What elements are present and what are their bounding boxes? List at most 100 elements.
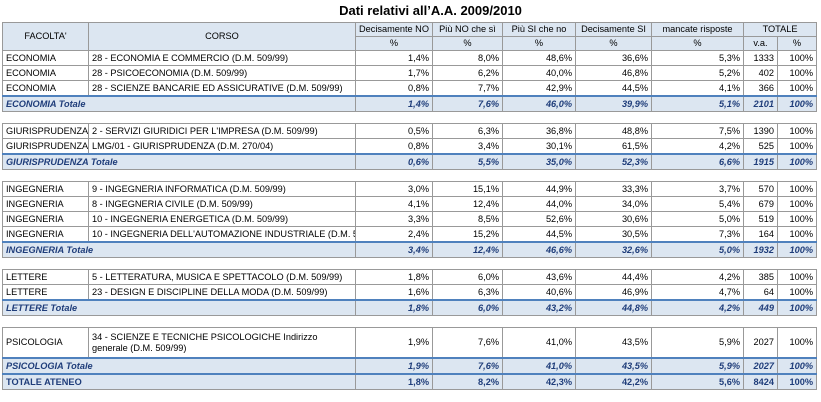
data-row: LETTERE 23 - DESIGN E DISCIPLINE DELLA MO… xyxy=(2,284,818,301)
total-value: 5,1% xyxy=(651,95,744,112)
course-cell: 2 - SERVIZI GIURIDICI PER L'IMPRESA (D.M… xyxy=(88,123,356,139)
data-row: ECONOMIA 28 - PSICOECONOMIA (D.M. 509/99)… xyxy=(2,65,818,81)
value-cell: 100% xyxy=(776,211,818,227)
total-value: 46,0% xyxy=(502,95,576,112)
header-cell: % xyxy=(502,36,576,51)
value-cell: 1,4% xyxy=(355,50,433,66)
header-cell: CORSO xyxy=(88,22,356,51)
value-cell: 100% xyxy=(776,123,818,139)
faculty-cell: GIURISPRUDENZA xyxy=(2,138,89,155)
value-cell: 30,5% xyxy=(575,226,652,243)
value-cell: 44,0% xyxy=(502,196,576,212)
total-value: 100% xyxy=(776,241,818,258)
value-cell: 3,4% xyxy=(432,138,503,155)
data-row: INGEGNERIA 10 - INGEGNERIA DELL'AUTOMAZIO… xyxy=(2,226,818,243)
value-cell: 100% xyxy=(776,181,818,197)
value-cell: 100% xyxy=(776,327,818,359)
value-cell: 4,2% xyxy=(651,138,744,155)
value-cell: 7,6% xyxy=(432,327,503,359)
total-value: 4,2% xyxy=(651,299,744,316)
value-cell: 46,8% xyxy=(575,65,652,81)
course-cell: 9 - INGEGNERIA INFORMATICA (D.M. 509/99) xyxy=(88,181,356,197)
value-cell: 15,2% xyxy=(432,226,503,243)
value-cell: 43,5% xyxy=(575,327,652,359)
header-cell: % xyxy=(355,36,433,51)
total-value: 1,4% xyxy=(355,95,433,112)
data-row: INGEGNERIA 8 - INGEGNERIA CIVILE (D.M. 50… xyxy=(2,196,818,212)
value-cell: 100% xyxy=(776,65,818,81)
value-cell: 0,8% xyxy=(355,138,433,155)
value-cell: 3,0% xyxy=(355,181,433,197)
course-cell: 34 - SCIENZE E TECNICHE PSICOLOGICHE Ind… xyxy=(88,327,356,359)
faculty-cell: ECONOMIA xyxy=(2,80,89,97)
grand-total-label: TOTALE ATENEO xyxy=(2,373,356,390)
total-value: 1,9% xyxy=(355,357,433,375)
total-value: 35,0% xyxy=(502,153,576,170)
value-cell: 1,8% xyxy=(355,269,433,285)
value-cell: 100% xyxy=(776,80,818,97)
value-cell: 36,6% xyxy=(575,50,652,66)
value-cell: 7,5% xyxy=(651,123,744,139)
total-row: LETTERE Totale 1,8% 6,0% 43,2% 44,8% 4,2% 449 1… xyxy=(2,299,818,316)
value-cell: 4,7% xyxy=(651,284,744,301)
value-cell: 1,7% xyxy=(355,65,433,81)
spacer-row xyxy=(2,111,817,124)
value-cell: 12,4% xyxy=(432,196,503,212)
value-cell: 1390 xyxy=(743,123,778,139)
value-cell: 519 xyxy=(743,211,778,227)
value-cell: 366 xyxy=(743,80,778,97)
total-value: 6,0% xyxy=(432,299,503,316)
value-cell: 2027 xyxy=(743,327,778,359)
course-cell: 5 - LETTERATURA, MUSICA E SPETTACOLO (D.… xyxy=(88,269,356,285)
value-cell: 48,6% xyxy=(502,50,576,66)
faculty-cell: LETTERE xyxy=(2,284,89,301)
value-cell: 8,5% xyxy=(432,211,503,227)
total-label: PSICOLOGIA Totale xyxy=(2,357,356,375)
total-value: 43,5% xyxy=(575,357,652,375)
data-row: GIURISPRUDENZA LMG/01 - GIURISPRUDENZA (D… xyxy=(2,138,818,155)
course-cell: 10 - INGEGNERIA DELL'AUTOMAZIONE INDUSTR… xyxy=(88,226,356,243)
value-cell: 2,4% xyxy=(355,226,433,243)
course-cell: LMG/01 - GIURISPRUDENZA (D.M. 270/04) xyxy=(88,138,356,155)
total-label: GIURISPRUDENZA Totale xyxy=(2,153,356,170)
value-cell: 164 xyxy=(743,226,778,243)
total-value: 5,0% xyxy=(651,241,744,258)
total-value: 7,6% xyxy=(432,95,503,112)
value-cell: 679 xyxy=(743,196,778,212)
value-cell: 46,9% xyxy=(575,284,652,301)
spacer-cell xyxy=(2,169,817,182)
total-value: 39,9% xyxy=(575,95,652,112)
grand-total-row: TOTALE ATENEO 1,8% 8,2% 42,3% 42,2% 5,6% 8424 1… xyxy=(2,373,818,390)
header-cell: v.a. xyxy=(743,36,778,51)
total-value: 100% xyxy=(776,357,818,375)
total-value: 1932 xyxy=(743,241,778,258)
value-cell: 36,8% xyxy=(502,123,576,139)
total-value: 100% xyxy=(776,299,818,316)
total-value: 46,6% xyxy=(502,241,576,258)
value-cell: 402 xyxy=(743,65,778,81)
grand-total-value: 42,2% xyxy=(575,373,652,390)
course-cell: 28 - ECONOMIA E COMMERCIO (D.M. 509/99) xyxy=(88,50,356,66)
grand-total-value: 42,3% xyxy=(502,373,576,390)
value-cell: 6,3% xyxy=(432,123,503,139)
course-cell: 10 - INGEGNERIA ENERGETICA (D.M. 509/99) xyxy=(88,211,356,227)
grand-total-value: 8424 xyxy=(743,373,778,390)
spacer-cell xyxy=(2,315,817,328)
value-cell: 100% xyxy=(776,284,818,301)
value-cell: 100% xyxy=(776,138,818,155)
value-cell: 42,9% xyxy=(502,80,576,97)
value-cell: 6,2% xyxy=(432,65,503,81)
total-row: ECONOMIA Totale 1,4% 7,6% 46,0% 39,9% 5,1% 210… xyxy=(2,95,818,112)
faculty-cell: INGEGNERIA xyxy=(2,181,89,197)
header-row: FACOLTA' CORSO Decisamente NO Più NO che sì… xyxy=(2,22,818,51)
value-cell: 48,8% xyxy=(575,123,652,139)
value-cell: 1,9% xyxy=(355,327,433,359)
total-value: 41,0% xyxy=(502,357,576,375)
total-value: 2027 xyxy=(743,357,778,375)
data-table: FACOLTA' CORSO Decisamente NO Più NO che sì… xyxy=(2,22,818,390)
value-cell: 5,0% xyxy=(651,211,744,227)
data-row: ECONOMIA 28 - SCIENZE BANCARIE ED ASSICUR… xyxy=(2,80,818,97)
value-cell: 5,2% xyxy=(651,65,744,81)
value-cell: 100% xyxy=(776,269,818,285)
